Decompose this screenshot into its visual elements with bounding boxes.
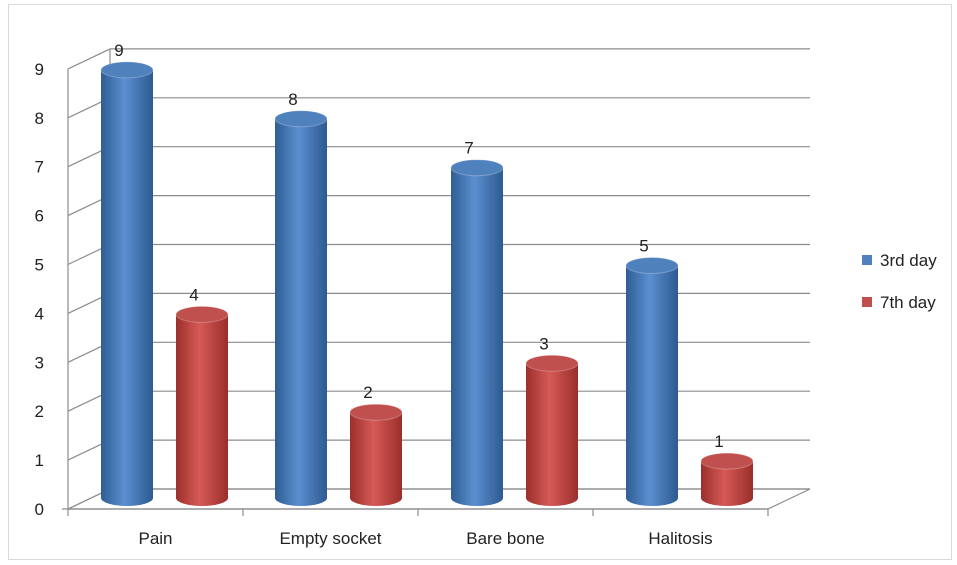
y-tick-label: 9 xyxy=(35,60,44,79)
bar-body xyxy=(275,118,327,507)
bar-body xyxy=(526,363,578,506)
axis-layer: 0 1 2 3 4 5 6 7 8 9 Pain Empty socket Bare bone Halit… xyxy=(35,60,769,548)
y-tick-label: 6 xyxy=(35,207,44,226)
bar-body xyxy=(701,461,753,506)
y-tick-label: 8 xyxy=(35,109,44,128)
bar-top xyxy=(625,257,679,274)
bar xyxy=(175,305,229,506)
legend-swatch xyxy=(862,255,872,265)
label-layer: 9 4 8 2 7 3 5 1 xyxy=(114,41,723,451)
bar-top xyxy=(450,159,504,177)
data-label: 4 xyxy=(189,285,198,304)
bar xyxy=(700,452,754,506)
bar-body xyxy=(451,167,503,506)
bar-top xyxy=(349,403,403,421)
y-tick-label: 3 xyxy=(35,353,44,372)
bar-layer xyxy=(100,61,754,507)
bar-body xyxy=(350,412,402,506)
bar xyxy=(525,354,579,506)
data-label: 9 xyxy=(114,41,123,60)
x-category-label: Empty socket xyxy=(279,529,381,548)
bar-top xyxy=(700,452,754,470)
bar xyxy=(450,159,504,506)
bar xyxy=(625,257,679,506)
bar xyxy=(274,110,328,507)
data-label: 7 xyxy=(464,139,473,158)
data-label: 3 xyxy=(539,334,548,353)
y-tick-label: 4 xyxy=(35,304,44,323)
legend-label: 7th day xyxy=(880,293,936,312)
y-tick-label: 1 xyxy=(35,451,44,470)
data-label: 8 xyxy=(288,90,297,109)
y-tick-label: 2 xyxy=(35,402,44,421)
bar-top xyxy=(100,61,154,79)
legend-swatch xyxy=(862,297,872,307)
bar-body xyxy=(101,69,153,507)
data-label: 2 xyxy=(363,383,372,402)
legend-label: 3rd day xyxy=(880,251,937,270)
x-category-label: Pain xyxy=(138,529,172,548)
data-label: 5 xyxy=(639,237,648,256)
bar xyxy=(100,61,154,507)
legend-layer: 3rd day 7th day xyxy=(862,251,937,312)
x-category-label: Halitosis xyxy=(648,529,712,548)
y-tick-label: 7 xyxy=(35,158,44,177)
bar-body xyxy=(176,314,228,506)
bar-top xyxy=(175,305,229,323)
bar-top xyxy=(525,354,579,372)
gridline-side xyxy=(67,48,111,70)
data-label: 1 xyxy=(714,432,723,451)
y-tick-label: 0 xyxy=(35,500,44,519)
bar xyxy=(349,403,403,506)
bar-body xyxy=(626,265,678,506)
x-category-label: Bare bone xyxy=(466,529,544,548)
bar-top xyxy=(274,110,328,128)
y-tick-label: 5 xyxy=(35,256,44,275)
